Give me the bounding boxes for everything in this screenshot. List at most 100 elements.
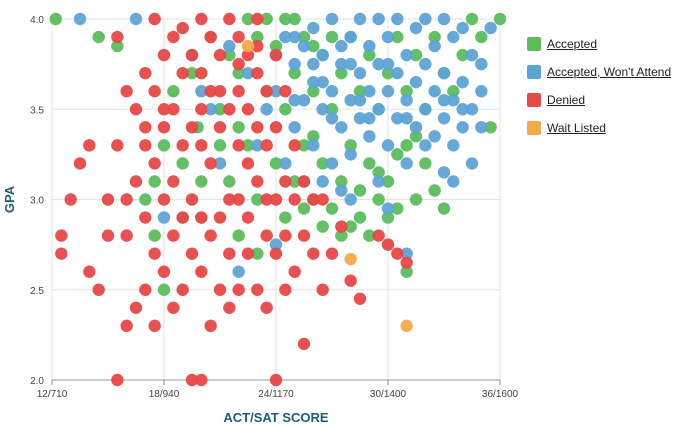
data-point [325,103,339,116]
data-point [111,30,124,44]
data-point [335,121,348,134]
data-point [73,12,87,26]
data-point [92,283,105,296]
data-point [241,139,255,152]
data-point [288,12,301,26]
data-point [344,57,357,71]
data-point [381,211,395,224]
data-point [381,66,395,80]
data-point [204,319,217,333]
data-point [419,12,432,26]
data-point [55,247,68,260]
data-point [241,39,255,53]
data-point [447,85,460,98]
data-point [195,175,208,188]
data-point [279,175,292,188]
data-point [213,157,227,170]
data-point [241,247,255,260]
data-point [307,39,320,53]
data-point [204,229,217,242]
data-point [49,12,62,26]
data-point [325,202,339,215]
data-point [428,30,441,44]
data-point [325,112,339,125]
data-point [260,193,273,206]
data-point [251,175,264,188]
data-point [213,283,227,296]
legend-label-denied: Denied [547,93,586,107]
data-point [260,12,273,26]
legend-item-accepted[interactable]: Accepted [527,30,671,58]
data-point [195,85,208,98]
data-point [176,66,189,80]
data-point [484,21,497,35]
data-point [400,139,413,152]
data-point [139,121,152,134]
data-point [139,283,152,296]
data-point [269,39,283,53]
legend-label-accepted: Accepted [547,37,598,51]
data-point [223,12,236,26]
data-point [195,103,208,116]
y-tick-label: 4.0 [30,15,44,26]
data-point [111,139,124,152]
data-point [129,103,143,116]
data-point [120,193,133,206]
data-point [307,75,320,89]
data-point [64,193,77,206]
legend-item-wait-listed[interactable]: Wait Listed [527,114,671,142]
data-point [475,57,488,71]
data-point [269,85,283,98]
data-point [232,85,245,98]
data-point [344,30,357,44]
data-point [419,57,432,71]
y-tick-label: 2.0 [30,376,44,387]
data-point [391,112,404,125]
data-point [316,103,329,116]
data-point [232,66,245,80]
data-point [447,139,460,152]
data-point [400,319,413,333]
data-point [335,184,348,197]
data-point [381,175,395,188]
legend-swatch-accepted-wont-attend [527,65,541,79]
data-point [484,121,497,134]
data-point [381,202,395,215]
data-point [353,12,367,26]
data-point [139,211,152,224]
data-point [353,85,367,98]
data-point [372,57,385,71]
data-point [129,175,143,188]
data-point [176,157,189,170]
data-point [428,130,441,143]
data-point [288,66,301,80]
data-point [213,211,227,224]
data-point [269,247,283,260]
data-point [195,373,208,387]
data-point [409,48,423,62]
data-point [176,139,189,152]
data-point [241,48,255,62]
data-point [288,121,301,134]
data-point [251,30,264,44]
data-point [167,30,180,44]
data-point [307,130,320,143]
data-point [139,193,152,206]
data-point [447,94,460,107]
data-point [269,193,283,206]
data-point [251,139,264,152]
data-point [213,48,227,62]
data-point [372,103,385,116]
data-point [456,21,469,35]
data-point [344,252,357,266]
y-tick-label: 3.0 [30,196,44,207]
data-point [176,283,189,296]
data-point [279,211,292,224]
data-point [167,85,180,98]
data-point [120,229,133,242]
legend-item-accepted-wont-attend[interactable]: Accepted, Won't Attend [527,58,671,86]
data-point [223,175,236,188]
data-point [297,39,311,53]
legend-item-denied[interactable]: Denied [527,86,671,114]
